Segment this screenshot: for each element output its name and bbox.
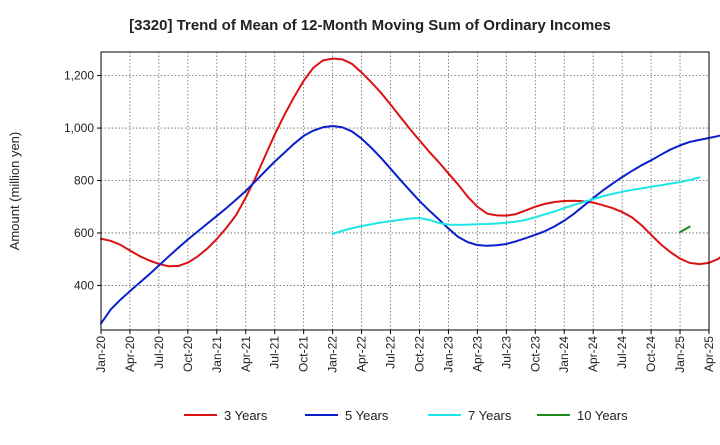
x-tick-label: Oct-24 bbox=[644, 336, 658, 372]
x-tick-label: Jul-23 bbox=[499, 336, 513, 369]
legend-label: 7 Years bbox=[468, 408, 512, 423]
x-tick-label: Jan-25 bbox=[673, 336, 687, 373]
series-lines bbox=[100, 57, 720, 325]
x-tick-label: Jul-22 bbox=[384, 336, 398, 369]
legend-label: 10 Years bbox=[577, 408, 628, 423]
x-tick-label: Oct-20 bbox=[181, 336, 195, 372]
x-tick-label: Apr-22 bbox=[355, 336, 369, 372]
x-tick-label: Apr-21 bbox=[239, 336, 253, 372]
y-tick-label: 1,200 bbox=[64, 69, 94, 83]
x-tick-label: Jan-21 bbox=[210, 336, 224, 373]
series-line-5-years bbox=[100, 124, 720, 325]
x-tick-label: Oct-21 bbox=[297, 336, 311, 372]
x-axis-ticks: Jan-20 Apr-20 Jul-20 Oct-20 Jan-21 Apr-21 Jul-… bbox=[94, 330, 716, 373]
x-tick-label: Oct-22 bbox=[412, 336, 426, 372]
x-tick-label: Jan-22 bbox=[326, 336, 340, 373]
x-tick-label: Oct-23 bbox=[528, 336, 542, 372]
x-tick-label: Apr-23 bbox=[470, 336, 484, 372]
x-tick-label: Jan-20 bbox=[94, 336, 108, 373]
y-axis-ticks: 400 600 800 1,000 1,200 bbox=[64, 69, 101, 292]
legend-label: 3 Years bbox=[224, 408, 268, 423]
x-tick-label: Jan-24 bbox=[557, 336, 571, 373]
y-tick-label: 1,000 bbox=[64, 121, 94, 135]
x-tick-label: Jul-24 bbox=[615, 336, 629, 369]
x-tick-label: Apr-25 bbox=[702, 336, 716, 372]
plot-area bbox=[100, 51, 710, 331]
grid bbox=[100, 52, 710, 330]
x-tick-label: Jul-20 bbox=[152, 336, 166, 369]
x-tick-label: Jan-23 bbox=[441, 336, 455, 373]
x-tick-label: Apr-20 bbox=[123, 336, 137, 372]
chart-title: [3320] Trend of Mean of 12-Month Moving … bbox=[129, 17, 611, 34]
y-tick-label: 800 bbox=[74, 174, 94, 188]
series-line-10-years bbox=[679, 225, 691, 234]
legend-label: 5 Years bbox=[345, 408, 389, 423]
y-tick-label: 600 bbox=[74, 226, 94, 240]
series-line-3-years bbox=[100, 57, 720, 268]
legend: 3 Years 5 Years 7 Years 10 Years bbox=[184, 408, 628, 423]
x-tick-label: Jul-21 bbox=[268, 336, 282, 369]
y-tick-label: 400 bbox=[74, 278, 94, 292]
x-tick-label: Apr-24 bbox=[586, 336, 600, 372]
series-line-7-years bbox=[331, 176, 701, 235]
y-axis-label: Amount (million yen) bbox=[7, 132, 22, 251]
